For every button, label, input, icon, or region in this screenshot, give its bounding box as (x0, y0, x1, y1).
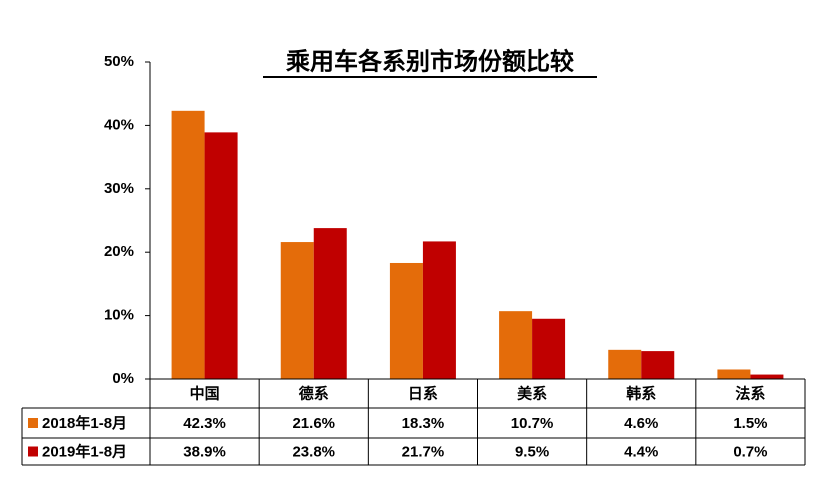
table-value: 4.6% (624, 415, 658, 432)
x-tick-label: 日系 (408, 385, 438, 402)
chart-title: 乘用车各系别市场份额比较 (285, 47, 574, 75)
table-value: 4.4% (624, 443, 658, 460)
bar (313, 228, 347, 379)
y-tick-label: 10% (104, 307, 134, 324)
bar (608, 349, 642, 379)
legend-label: 2019年1-8月 (42, 442, 127, 460)
x-tick-label: 韩系 (626, 384, 656, 402)
table-value: 42.3% (183, 415, 226, 432)
table-value: 23.8% (292, 443, 335, 460)
legend-swatch (28, 418, 38, 428)
y-tick-label: 50% (104, 53, 134, 70)
bar (641, 351, 675, 379)
bar (750, 374, 784, 379)
table-value: 38.9% (183, 443, 226, 460)
bar (280, 242, 314, 379)
bar (171, 110, 205, 380)
bar (389, 262, 423, 379)
table-value: 0.7% (733, 443, 767, 460)
legend-label: 2018年1-8月 (42, 414, 127, 432)
x-tick-label: 德系 (299, 384, 329, 402)
table-value: 18.3% (402, 415, 445, 432)
y-tick-label: 20% (104, 243, 134, 260)
table-value: 21.7% (402, 443, 445, 460)
table-value: 21.6% (292, 415, 335, 432)
table-value: 1.5% (733, 415, 767, 432)
bar (532, 318, 566, 379)
bar (422, 241, 456, 379)
x-tick-label: 美系 (517, 384, 547, 402)
table-value: 10.7% (511, 415, 554, 432)
y-tick-label: 40% (104, 116, 134, 133)
x-tick-label: 法系 (735, 384, 765, 402)
bar (717, 369, 751, 379)
bar (204, 132, 238, 379)
x-tick-label: 中国 (190, 384, 220, 402)
legend-swatch (28, 446, 38, 457)
table-value: 9.5% (515, 443, 549, 460)
y-tick-label: 0% (112, 370, 134, 387)
bar (499, 311, 533, 379)
y-tick-label: 30% (104, 180, 134, 197)
